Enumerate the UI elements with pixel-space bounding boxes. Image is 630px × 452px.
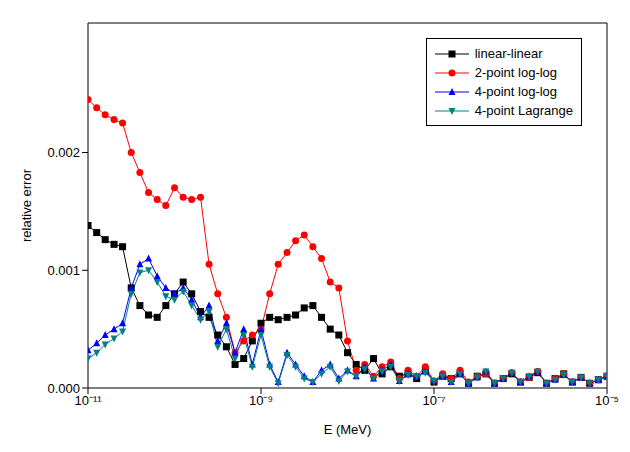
svg-text:10⁻⁵: 10⁻⁵: [595, 393, 619, 408]
html-text:4-point log-log: 4-point log-log: [474, 84, 558, 99]
svg-text:10⁻¹¹: 10⁻¹¹: [74, 393, 102, 409]
svg-text:E (MeV): E (MeV): [324, 422, 372, 437]
svg-text:10⁻⁷: 10⁻⁷: [422, 393, 445, 408]
html-text:2-point log-log: 2-point log-log: [474, 65, 558, 80]
svg-text:0.000: 0.000: [47, 381, 80, 396]
svg-text:relative error: relative error: [19, 168, 34, 242]
svg-text:0.001: 0.001: [47, 263, 80, 278]
svg-text:0.002: 0.002: [47, 145, 80, 160]
svg-text:10⁻⁹: 10⁻⁹: [249, 393, 273, 408]
html-text:linear-linear: linear-linear: [474, 46, 543, 61]
html-text:4-point Lagrange: 4-point Lagrange: [474, 103, 573, 118]
